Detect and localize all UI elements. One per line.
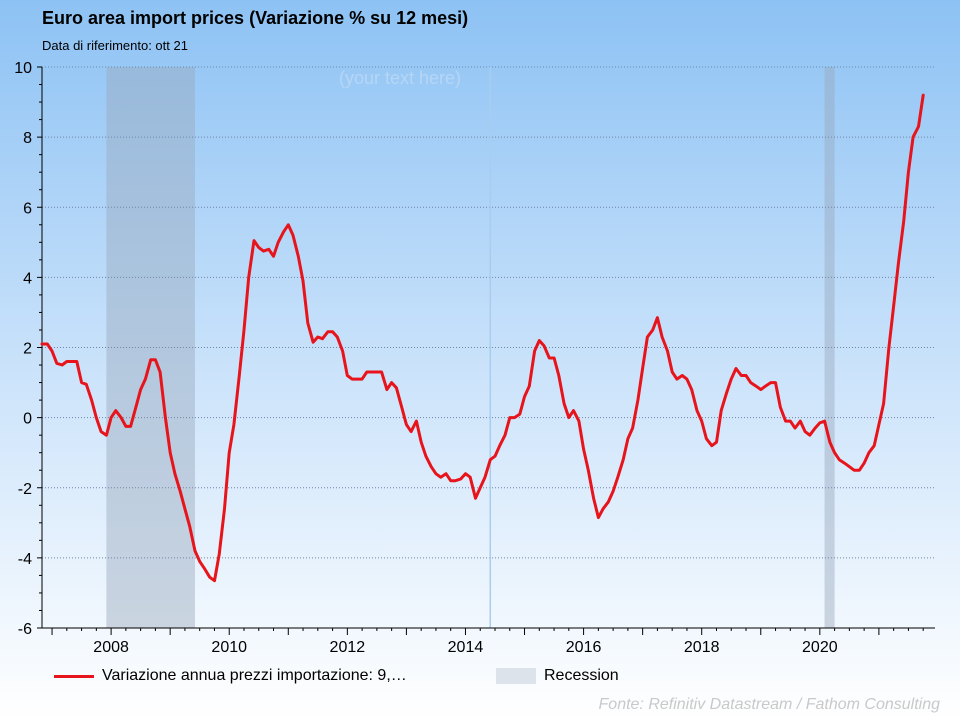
legend-series-label: Variazione annua prezzi importazione: 9,… [102, 667, 407, 684]
legend-recession-swatch [496, 668, 536, 684]
source-note: Fonte: Refinitiv Datastream / Fathom Con… [598, 696, 940, 713]
chart-title: Euro area import prices (Variazione % su… [42, 8, 469, 28]
y-tick-label: 4 [23, 270, 32, 287]
y-tick-label: 10 [14, 60, 32, 77]
watermark-text: (your text here) [339, 68, 461, 88]
x-tick-label: 2016 [566, 639, 602, 656]
legend-line-swatch [54, 674, 94, 678]
y-tick-label: -2 [18, 481, 32, 498]
series-line [40, 93, 925, 583]
legend-recession-label: Recession [544, 667, 619, 684]
y-tick-label: 8 [23, 130, 32, 147]
y-tick-label: 6 [23, 200, 32, 217]
x-tick-label: 2014 [448, 639, 484, 656]
y-tick-label: 2 [23, 341, 32, 358]
y-tick-label: -6 [18, 621, 32, 638]
x-tick-label: 2020 [802, 639, 838, 656]
legend-recession: Recession [496, 667, 619, 685]
x-tick-label: 2018 [684, 639, 720, 656]
legend-series: Variazione annua prezzi importazione: 9,… [54, 667, 407, 685]
y-tick-label: 0 [23, 411, 32, 428]
x-tick-label: 2012 [330, 639, 366, 656]
y-tick-label: -4 [18, 551, 32, 568]
chart-subtitle: Data di riferimento: ott 21 [42, 38, 188, 53]
recession-band [824, 67, 835, 628]
x-tick-label: 2008 [93, 639, 129, 656]
x-tick-label: 2010 [211, 639, 247, 656]
